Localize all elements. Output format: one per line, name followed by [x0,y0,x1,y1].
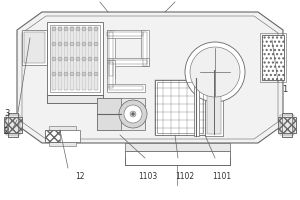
Circle shape [94,72,98,76]
Bar [107,84,145,92]
Bar [50,25,100,92]
Bar [278,117,296,133]
Circle shape [64,72,68,76]
Circle shape [76,72,80,76]
Bar [141,30,149,66]
Bar [260,33,286,82]
Text: 1102: 1102 [176,172,195,181]
Circle shape [88,57,92,61]
Circle shape [88,72,92,76]
Bar [49,126,76,130]
Circle shape [131,112,134,116]
Bar [278,117,296,133]
Circle shape [82,27,86,31]
Circle shape [58,72,62,76]
Circle shape [52,27,56,31]
Bar [155,80,205,135]
Circle shape [76,42,80,46]
Bar [205,68,223,136]
Circle shape [64,42,68,46]
Polygon shape [17,12,283,143]
Bar [109,60,147,64]
Bar [125,143,230,151]
Bar [76,27,80,90]
Bar [70,27,74,90]
Text: 1101: 1101 [212,172,232,181]
Circle shape [185,42,245,102]
Bar [107,60,115,90]
Circle shape [82,72,86,76]
Bar [6,115,20,135]
Circle shape [58,57,62,61]
Bar [107,58,149,66]
Circle shape [64,27,68,31]
Circle shape [130,111,136,117]
Bar [207,70,221,134]
Text: 3: 3 [4,108,10,117]
Bar [282,113,292,137]
Bar [109,32,113,76]
Bar [47,22,103,95]
Bar [262,35,284,80]
Bar [280,115,294,135]
Bar [8,113,18,137]
Text: 1: 1 [282,86,287,95]
Circle shape [94,27,98,31]
Circle shape [88,42,92,46]
Bar [4,117,22,133]
Bar [45,130,60,142]
Bar [4,117,22,133]
Bar [45,130,80,142]
Bar [22,30,47,65]
Bar [88,27,92,90]
Bar [49,142,76,146]
Circle shape [52,42,56,46]
Bar [107,32,143,36]
Bar [52,27,56,90]
Bar [107,30,145,38]
Bar [94,27,98,90]
Bar [97,98,145,130]
Bar [157,82,203,133]
Circle shape [58,42,62,46]
Bar [125,151,230,165]
Circle shape [124,105,142,123]
Bar [8,113,18,137]
Circle shape [190,47,240,97]
Circle shape [119,100,147,128]
Circle shape [58,27,62,31]
Bar [97,98,121,130]
Bar [58,27,62,90]
Bar [109,62,113,88]
Circle shape [88,27,92,31]
Circle shape [70,27,74,31]
Bar [47,95,103,103]
Bar [47,95,103,103]
Text: 2: 2 [4,128,9,136]
Circle shape [52,57,56,61]
Bar [64,27,68,90]
Circle shape [94,57,98,61]
Bar [109,86,143,90]
Circle shape [70,57,74,61]
Text: 1103: 1103 [138,172,158,181]
Bar [107,30,115,78]
Bar [24,32,45,63]
Circle shape [76,27,80,31]
Circle shape [64,57,68,61]
Bar [194,78,199,136]
Circle shape [76,57,80,61]
Circle shape [82,57,86,61]
Circle shape [94,42,98,46]
Circle shape [82,42,86,46]
Bar [143,32,147,66]
Text: 12: 12 [75,172,85,181]
Bar [82,27,86,90]
Circle shape [70,42,74,46]
Circle shape [70,72,74,76]
Bar [262,35,284,80]
Circle shape [52,72,56,76]
Bar [282,113,292,137]
